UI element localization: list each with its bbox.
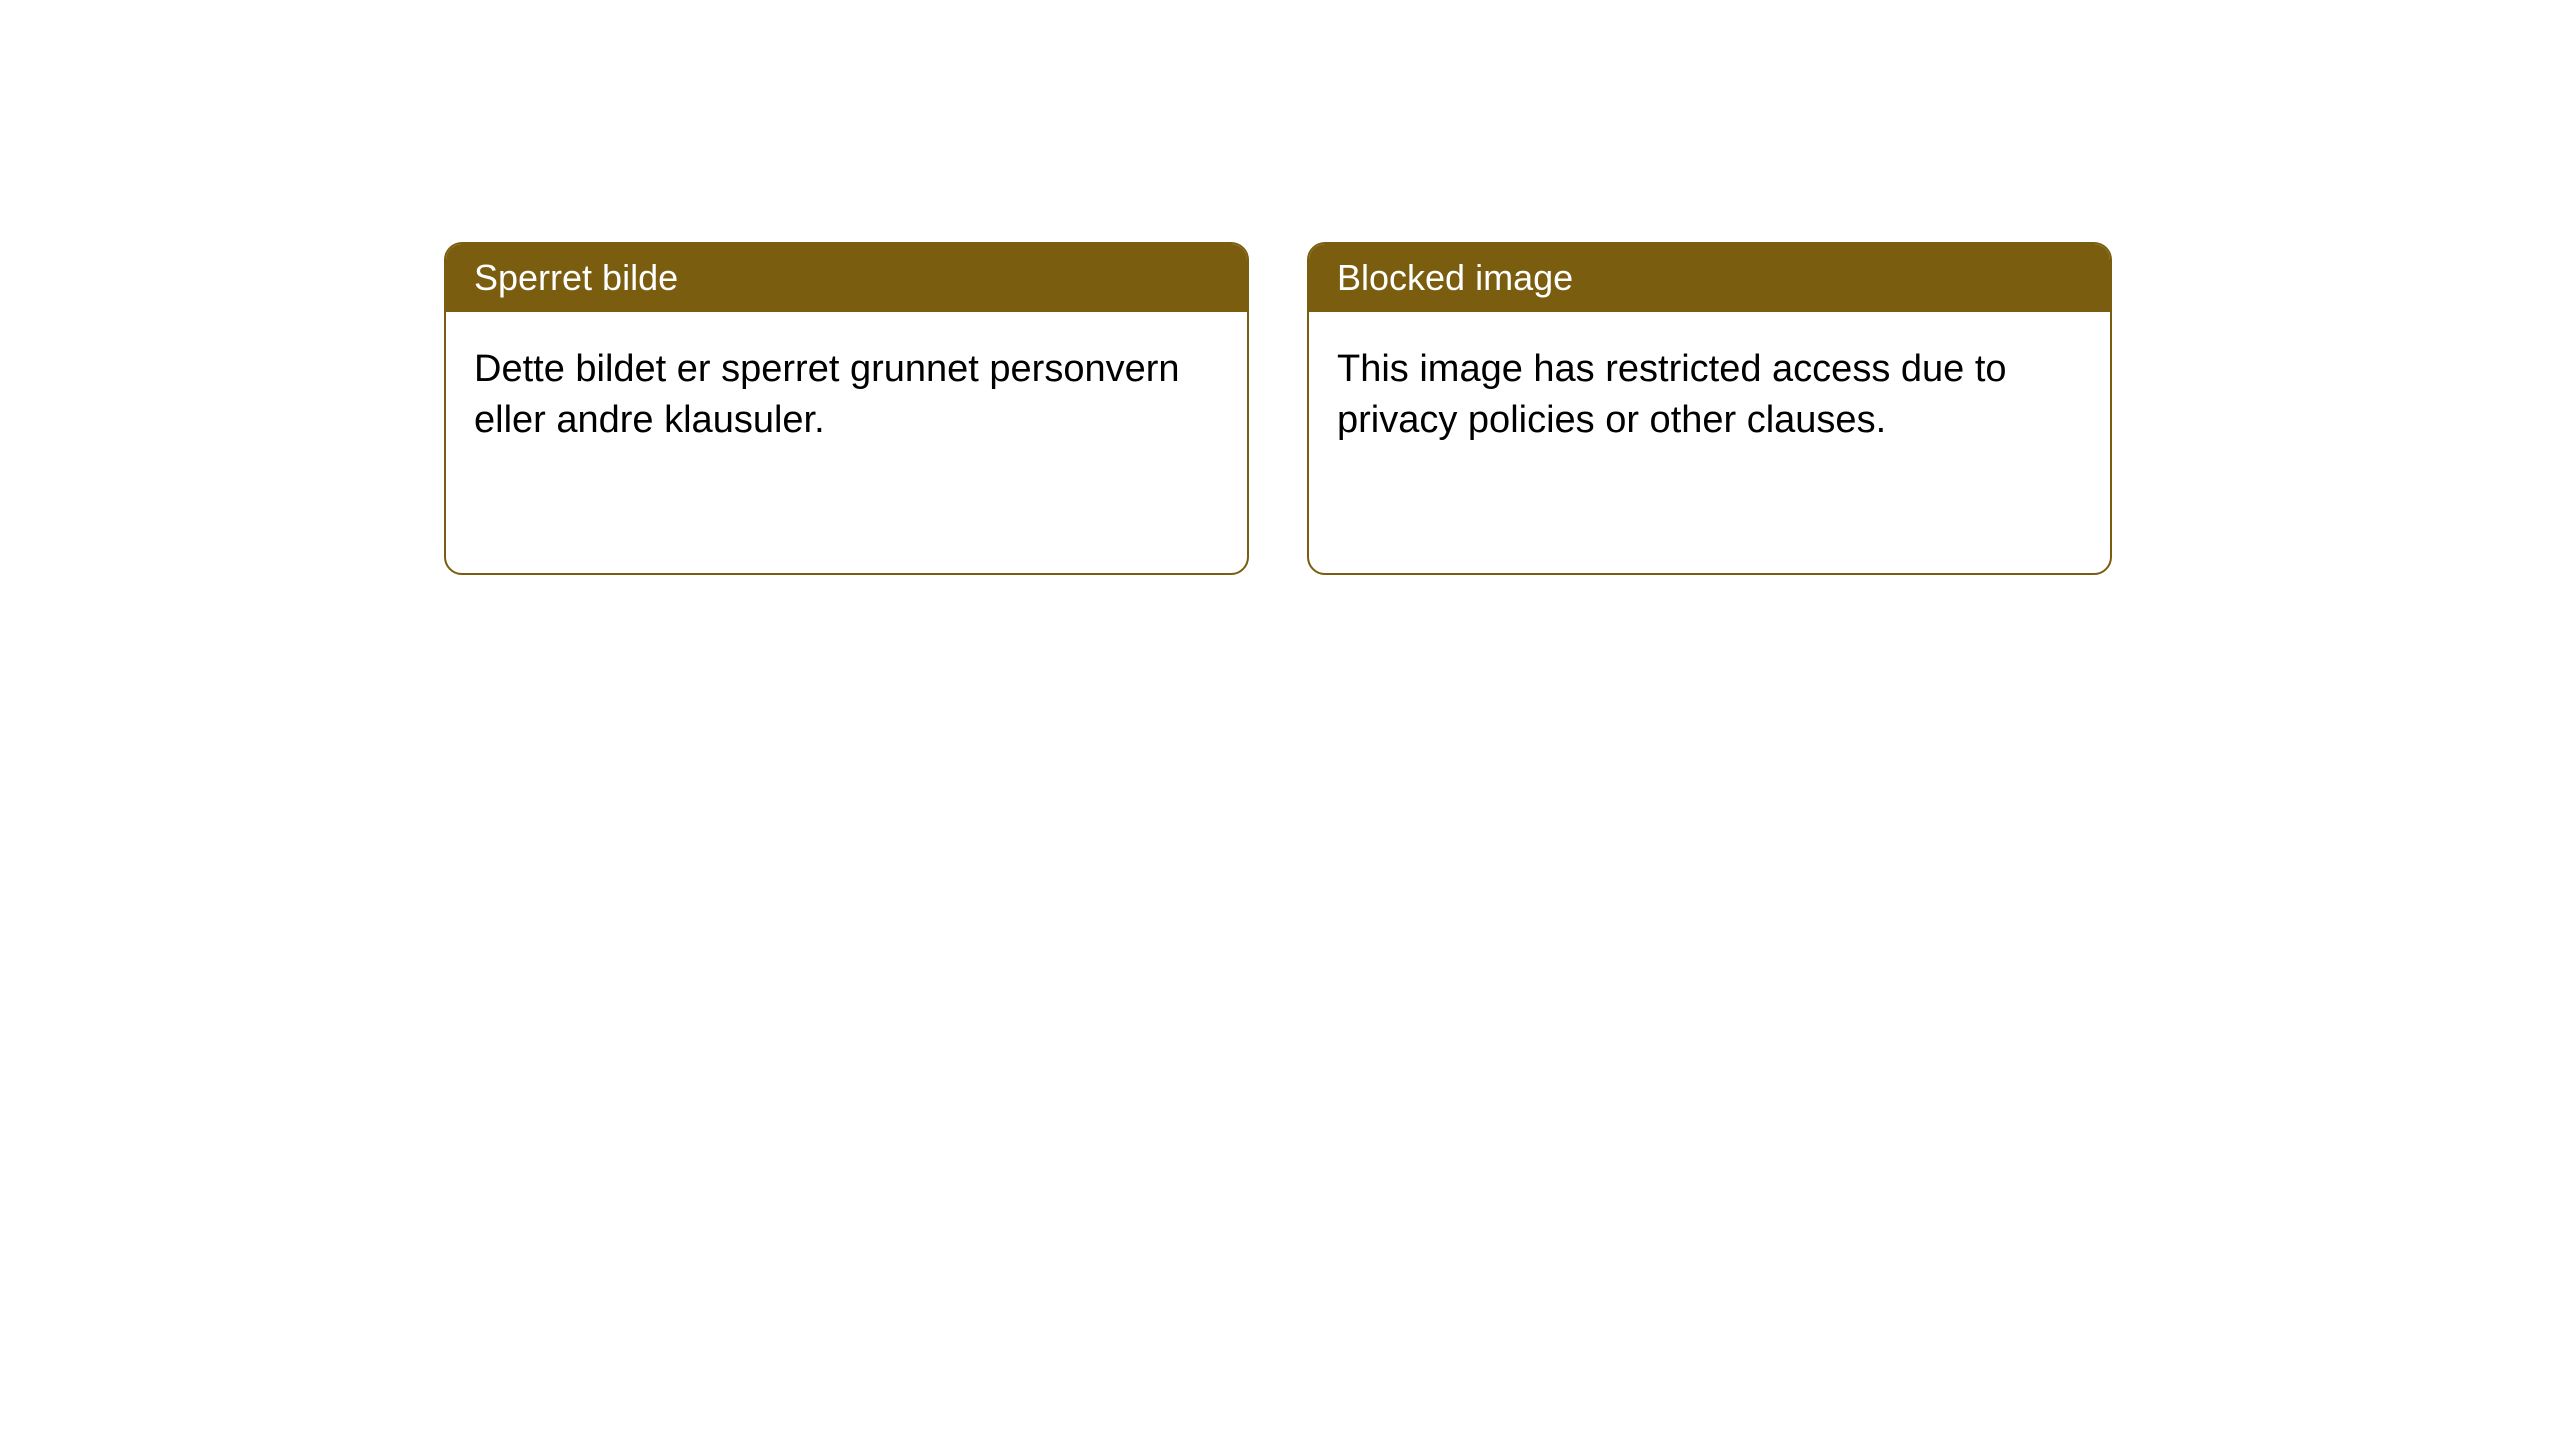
notice-cards-container: Sperret bilde Dette bildet er sperret gr… (0, 0, 2560, 575)
notice-card-english: Blocked image This image has restricted … (1307, 242, 2112, 575)
notice-card-body: Dette bildet er sperret grunnet personve… (446, 312, 1247, 478)
notice-card-title: Sperret bilde (446, 244, 1247, 312)
notice-card-title: Blocked image (1309, 244, 2110, 312)
notice-card-norwegian: Sperret bilde Dette bildet er sperret gr… (444, 242, 1249, 575)
notice-card-body: This image has restricted access due to … (1309, 312, 2110, 478)
